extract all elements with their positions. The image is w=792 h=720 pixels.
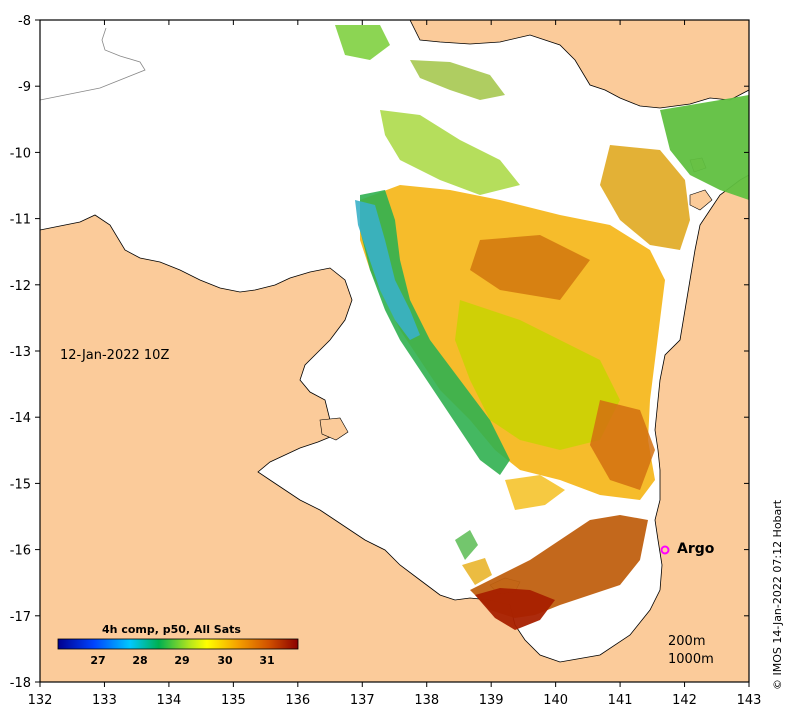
x-tick-label: 136 [285,693,310,708]
x-tick-label: 135 [221,693,246,708]
y-tick-label: -17 [10,610,31,625]
land-groote-island [319,417,349,441]
x-tick-label: 134 [156,693,181,708]
x-tick-label: 133 [92,693,117,708]
credit-label: © IMOS 14-Jan-2022 07:12 Hobart [771,499,784,690]
colorbar-tick-30: 30 [217,654,233,667]
y-tick-label: -16 [10,544,31,559]
land-island-1 [689,189,713,211]
x-tick-label: 141 [608,693,633,708]
argo-marker[interactable] [660,545,670,555]
x-tick-label: 139 [479,693,504,708]
x-tick-label: 143 [737,693,762,708]
y-tick-label: -12 [10,279,31,294]
colorbar-tick-31: 31 [259,654,275,667]
land-timor-outline [40,27,146,101]
y-tick-label: -8 [18,14,31,29]
land-northern-territory [40,174,749,682]
colorbar-tick-28: 28 [132,654,148,667]
y-tick-label: -13 [10,345,31,360]
x-tick-label: 138 [414,693,439,708]
depth-contour-1000: 1000m [668,652,714,667]
x-tick-label: 140 [543,693,568,708]
y-tick-label: -18 [10,676,31,691]
colorbar [57,638,299,650]
y-axis: -8 -9 -10 -11 -12 -13 -14 -15 -16 -17 -18 [10,14,749,691]
y-tick-label: -10 [10,146,31,161]
y-tick-label: -15 [10,477,31,492]
x-tick-label: 132 [28,693,53,708]
x-axis: 132 133 134 135 136 137 138 139 140 141 142 143 [28,20,762,708]
depth-contour-200: 200m [668,634,706,649]
argo-label: Argo [677,541,715,557]
y-tick-label: -11 [10,213,31,228]
x-tick-label: 142 [672,693,697,708]
y-tick-label: -9 [18,80,31,95]
colorbar-tick-29: 29 [174,654,190,667]
y-tick-label: -14 [10,411,31,426]
sst-swath [335,25,749,630]
colorbar-tick-27: 27 [90,654,106,667]
colorbar-title: 4h comp, p50, All Sats [102,623,241,636]
timestamp-label: 12-Jan-2022 10Z [60,348,170,363]
x-tick-label: 137 [350,693,375,708]
